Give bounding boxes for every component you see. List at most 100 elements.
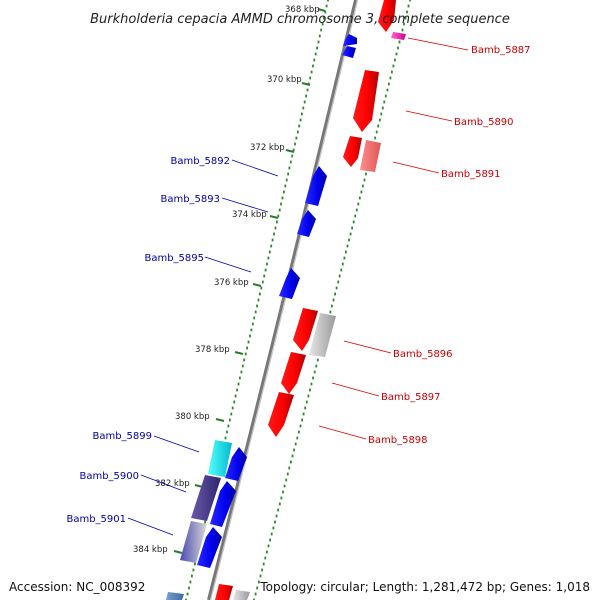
gene-arrow-bamb-5897[interactable] [281,352,306,394]
gene-label[interactable]: Bamb_5887 [471,45,531,56]
guide-dot [282,490,284,494]
gene-arrow-bottom-steel[interactable] [166,592,184,600]
dotted-guide-circles [185,0,411,600]
gene-arrow-bamb-5893[interactable] [297,210,316,237]
guide-dot [360,190,363,194]
gene-label[interactable]: Bamb_5899 [92,431,152,442]
guide-dot [293,448,295,452]
gene-arrow-bamb-5887[interactable] [378,0,396,32]
guide-dot [259,292,261,296]
guide-dot [291,154,294,158]
gene-arrow-bamb-5898[interactable] [268,392,294,437]
gene-arrow-bamb-5900b[interactable] [210,481,236,527]
guide-dot [281,196,284,200]
guide-dot [355,208,358,212]
guide-dot [299,424,302,428]
gene-label[interactable]: Bamb_5897 [381,392,441,403]
guide-dot [329,310,332,314]
guide-dot [256,586,259,590]
gene-label[interactable]: Bamb_5891 [441,169,501,180]
guide-dot [327,0,329,2]
guide-dot [259,574,262,578]
guide-dot [264,268,267,272]
guide-dot [315,364,318,368]
guide-dot [261,280,264,284]
gene-arrow-bamb-5896a[interactable] [293,308,318,351]
guide-dot [188,586,190,590]
guide-dot [305,94,307,98]
guide-dot [250,328,253,332]
gene-arrow-bamb-5901b[interactable] [197,527,222,568]
guide-dot [244,352,247,356]
guide-dot [341,262,344,266]
tick-label: 384 kbp [133,545,168,555]
guide-dot [270,532,273,536]
gene-arrow-bottom-grey[interactable] [233,590,250,600]
guide-dot [305,400,308,404]
guide-dot [317,40,320,44]
guide-dot [269,538,271,542]
gene-label[interactable]: Bamb_5893 [160,194,220,205]
guide-dot [286,472,289,476]
guide-dot [227,424,230,428]
guide-dot [276,220,278,224]
guide-dot [381,106,384,110]
guide-dot [331,304,333,308]
guide-dot [240,370,243,374]
gene-label[interactable]: Bamb_5900 [79,471,139,482]
gene-label[interactable]: Bamb_5895 [144,253,204,264]
guide-dot [338,274,341,278]
gene-arrow-bamb-5890[interactable] [353,70,379,132]
guide-dot [224,436,227,440]
guide-dot [230,412,233,416]
guide-dot [280,202,282,206]
gene-label[interactable]: Bamb_5898 [368,435,428,446]
guide-dot [233,400,236,404]
guide-dot [395,52,398,56]
guide-dot [383,100,386,104]
guide-dot [334,292,336,296]
guide-dot [397,46,399,50]
gene-arrow-pink-small[interactable] [391,32,406,40]
guide-dot [246,346,248,350]
gene-label[interactable]: Bamb_5896 [393,349,453,360]
guide-dot [363,178,366,182]
guide-dot [323,16,325,20]
guide-dot [298,430,300,434]
guide-dot [253,316,256,320]
guide-dot [247,340,250,344]
guide-dot [320,28,323,32]
guide-dot [351,226,353,230]
gene-arrow-bottom-red[interactable] [215,584,233,600]
guide-dot [401,28,404,32]
guide-dot [306,88,309,92]
guide-dot [316,46,318,50]
gene-label[interactable]: Bamb_5892 [170,156,230,167]
accession-text: Accession: NC_008392 [9,580,146,594]
gene-label[interactable]: Bamb_5901 [66,514,126,525]
guide-dot [285,178,288,182]
gene-arrow-bamb-5892[interactable] [305,166,327,206]
guide-dot [229,418,231,422]
gene-arrow-bamb-5899b[interactable] [225,447,247,481]
guide-dot [302,106,305,110]
gene-arrow-bamb-5891b[interactable] [360,140,381,172]
guide-dot [231,406,234,410]
gene-arrow-bamb-5900a[interactable] [191,475,221,521]
tick-label: 370 kbp [267,75,302,85]
guide-dot [321,22,324,26]
gene-arrow-top-blue-b[interactable] [342,46,356,58]
guide-dot [237,382,240,386]
guide-dot [301,112,303,116]
guide-dot [185,598,187,600]
gene-arrow-bamb-5891a[interactable] [343,136,362,167]
gene-arrow-top-blue-a[interactable] [343,34,357,46]
guide-dot [261,568,263,572]
gene-arrow-bamb-5895[interactable] [279,268,300,299]
gene-arrow-bamb-5901a[interactable] [180,521,207,563]
gene-arrow-bamb-5896b[interactable] [309,313,336,357]
gene-label[interactable]: Bamb_5890 [454,117,514,128]
guide-dot [226,430,228,434]
guide-dot [313,370,316,374]
gene-arrow-bamb-5899a[interactable] [208,440,232,477]
